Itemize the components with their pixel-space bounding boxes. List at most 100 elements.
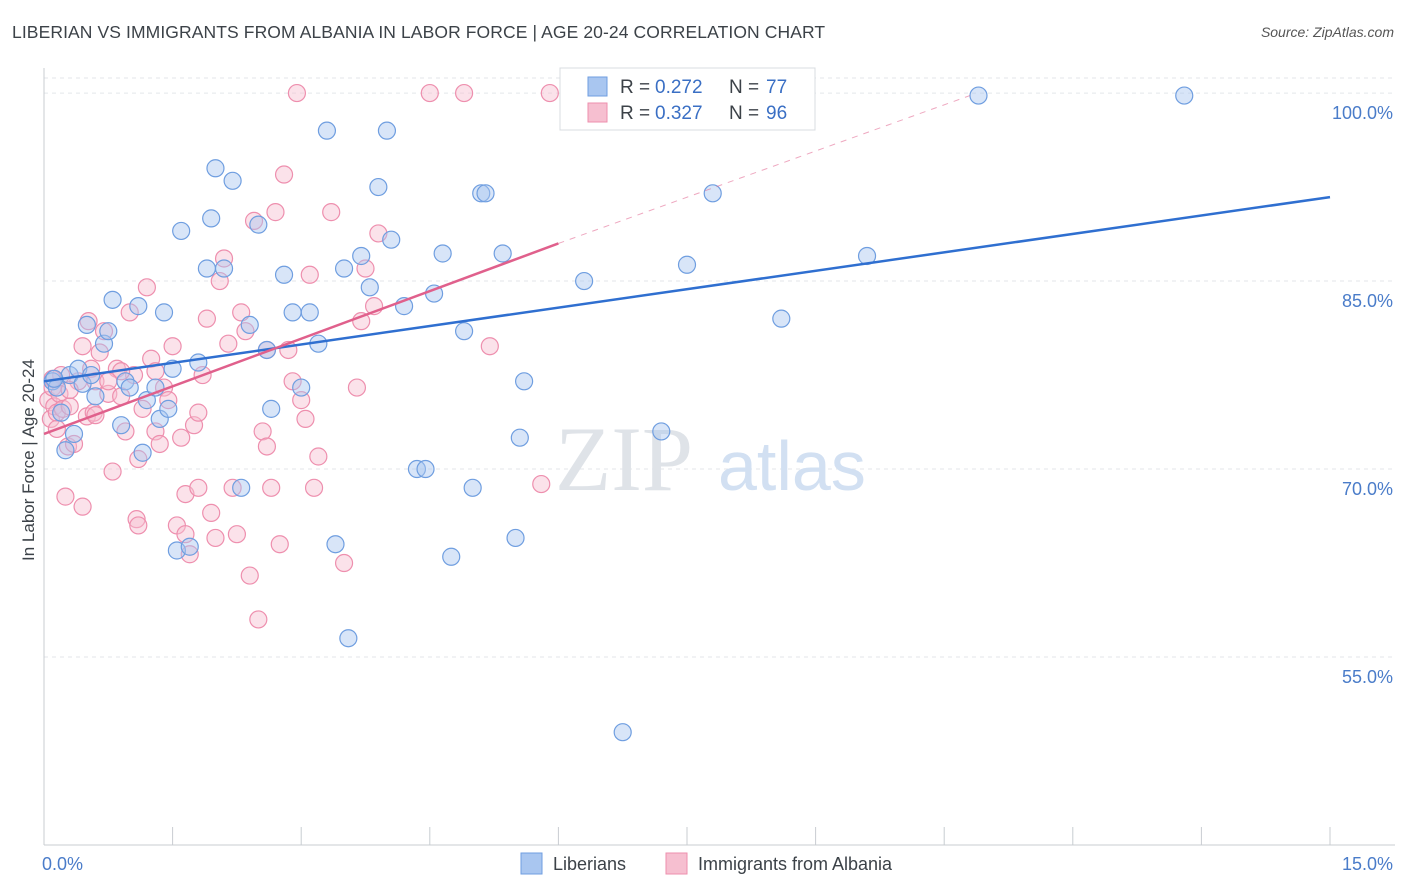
- point-albania-49: [214, 249, 234, 268]
- point-liberians-36: [249, 215, 268, 234]
- y-tick-label-1: 70.0%: [1342, 479, 1393, 499]
- legend-r-label-1: R =: [620, 103, 650, 124]
- point-albania-22: [103, 462, 122, 481]
- point-albania-47: [206, 528, 225, 548]
- point-albania-55: [240, 566, 259, 585]
- point-albania-52: [227, 525, 246, 544]
- point-albania-83: [540, 83, 559, 103]
- bottom-legend-swatch-albania: [665, 852, 688, 875]
- point-liberians-14: [112, 416, 131, 435]
- point-albania-53: [232, 303, 251, 322]
- point-albania-79: [420, 83, 439, 103]
- point-albania-8: [56, 487, 75, 506]
- point-liberians-52: [382, 230, 401, 249]
- point-liberians-33: [223, 171, 242, 190]
- watermark-zip: ZIP: [555, 408, 693, 510]
- point-albania-80: [454, 83, 474, 103]
- bottom-legend-label-albania: Immigrants from Albania: [698, 854, 893, 874]
- x-tick-label-0: 0.0%: [42, 854, 83, 874]
- legend-swatch-liberians: [587, 76, 608, 97]
- trend-line-albania: [43, 242, 559, 436]
- watermark-atlas: atlas: [718, 427, 866, 505]
- point-liberians-12: [99, 322, 118, 341]
- x-tick-labels: 0.0% 15.0%: [42, 854, 1393, 874]
- point-liberians-55: [416, 459, 435, 479]
- bottom-legend-label-liberians: Liberians: [553, 854, 626, 874]
- point-liberians-50: [369, 177, 388, 197]
- point-albania-59: [257, 437, 277, 456]
- point-liberians-41: [292, 378, 311, 397]
- point-liberians-39: [274, 265, 294, 284]
- point-liberians-44: [317, 121, 337, 140]
- point-liberians-38: [262, 399, 281, 418]
- trend-line-albania-extension: [558, 95, 971, 244]
- point-albania-34: [150, 434, 169, 454]
- point-albania-73: [334, 553, 354, 573]
- legend-n-label-0: N =: [729, 77, 759, 98]
- point-liberians-27: [180, 537, 199, 556]
- chart-source: Source: ZipAtlas.com: [1260, 24, 1394, 40]
- point-albania-82: [532, 474, 551, 494]
- watermark: ZIP atlas: [555, 408, 866, 510]
- legend-r-value-0: 0.272: [655, 77, 703, 98]
- y-tick-label-3: 100.0%: [1332, 103, 1393, 123]
- point-albania-63: [274, 165, 294, 184]
- point-liberians-22: [154, 303, 174, 322]
- point-albania-67: [292, 391, 311, 410]
- point-albania-57: [249, 610, 268, 629]
- point-liberians-45: [326, 535, 345, 554]
- point-liberians-35: [240, 315, 259, 335]
- point-liberians-2: [52, 403, 71, 422]
- point-liberians-75: [1175, 86, 1194, 105]
- point-albania-61: [266, 203, 285, 222]
- point-liberians-65: [510, 428, 529, 447]
- point-albania-68: [296, 409, 315, 429]
- legend-swatch-albania: [587, 102, 608, 123]
- point-albania-95: [189, 403, 208, 422]
- point-albania-62: [270, 535, 289, 554]
- bottom-legend-swatch-liberians: [520, 852, 543, 875]
- trend-line-liberians: [43, 195, 1331, 383]
- point-liberians-60: [463, 478, 482, 497]
- point-liberians-57: [433, 244, 452, 263]
- point-liberians-28: [189, 353, 208, 372]
- y-tick-label-0: 55.0%: [1342, 667, 1393, 687]
- point-liberians-17: [129, 297, 148, 316]
- point-liberians-74: [969, 86, 988, 105]
- legend-n-value-1: 96: [766, 103, 787, 124]
- point-liberians-49: [360, 278, 379, 297]
- point-albania-81: [480, 337, 499, 356]
- point-liberians-13: [103, 290, 122, 309]
- point-liberians-61: [472, 184, 491, 203]
- point-albania-28: [127, 510, 146, 529]
- legend-n-label-1: N =: [729, 103, 759, 124]
- y-axis-label: In Labor Force | Age 20-24: [19, 359, 38, 561]
- axes: [43, 68, 1395, 846]
- legend-n-value-0: 77: [766, 77, 787, 98]
- point-liberians-40: [283, 303, 302, 322]
- point-albania-93: [99, 372, 118, 391]
- point-liberians-46: [334, 259, 354, 278]
- point-liberians-16: [120, 378, 139, 397]
- point-liberians-30: [202, 209, 221, 228]
- point-liberians-63: [493, 244, 512, 263]
- trend-lines: [43, 95, 1331, 436]
- series-albania-points: [39, 83, 559, 629]
- point-liberians-72: [772, 309, 791, 328]
- point-liberians-69: [652, 422, 671, 441]
- point-albania-39: [172, 428, 191, 447]
- point-liberians-31: [206, 159, 225, 178]
- point-liberians-10: [86, 387, 105, 406]
- point-liberians-59: [454, 322, 474, 341]
- point-albania-92: [73, 337, 92, 356]
- point-liberians-5: [64, 424, 84, 444]
- point-liberians-32: [214, 259, 234, 278]
- y-tick-labels: 55.0% 70.0% 85.0% 100.0%: [1332, 103, 1393, 687]
- point-albania-69: [300, 265, 319, 284]
- point-liberians-42: [300, 303, 319, 322]
- point-liberians-47: [339, 629, 358, 648]
- point-liberians-70: [677, 255, 697, 274]
- point-albania-72: [322, 203, 341, 222]
- point-albania-50: [219, 334, 238, 353]
